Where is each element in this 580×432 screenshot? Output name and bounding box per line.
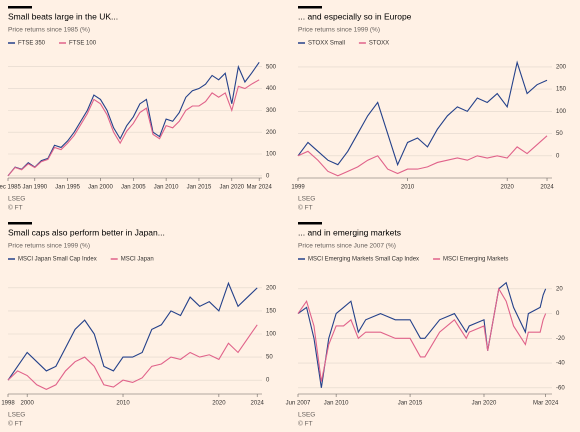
x-tick-label: 2010 <box>116 401 130 407</box>
y-tick-label: 0 <box>266 378 270 384</box>
chart-title: ... and in emerging markets <box>298 227 401 237</box>
legend-label: FTSE 100 <box>69 41 97 47</box>
y-tick-label: -60 <box>556 385 565 391</box>
copyright: © FT <box>8 204 23 212</box>
series-line <box>7 324 258 390</box>
x-tick-label: Jan 2020 <box>219 185 244 191</box>
chart-subtitle: Price returns since 1999 (%) <box>8 243 90 250</box>
y-tick-label: 100 <box>266 332 277 338</box>
x-tick-label: Jan 1990 <box>22 185 47 191</box>
legend-label: STOXX Small <box>308 41 345 47</box>
x-tick-label: 2020 <box>500 185 514 191</box>
series-line <box>7 62 260 177</box>
y-tick-label: 20 <box>556 286 563 292</box>
title-rule <box>8 222 32 225</box>
y-tick-label: 500 <box>266 64 277 70</box>
y-tick-label: -20 <box>556 336 565 342</box>
x-tick-label: Jan 2015 <box>187 185 212 191</box>
x-tick-label: Dec 1985 <box>0 185 22 191</box>
legend-label: FTSE 350 <box>18 41 46 47</box>
x-tick-label: Jan 2010 <box>154 185 179 191</box>
y-tick-label: 100 <box>266 152 277 158</box>
y-tick-label: 0 <box>556 153 560 159</box>
legend-label: MSCI Emerging Markets <box>443 257 508 263</box>
x-tick-label: 1999 <box>291 185 305 191</box>
source: LSEG <box>298 412 315 419</box>
series-line <box>297 60 548 167</box>
source: LSEG <box>8 412 25 419</box>
title-rule <box>8 6 32 9</box>
x-tick-label: 2024 <box>540 185 554 191</box>
x-tick-label: Mar 2024 <box>533 401 559 407</box>
series-line <box>297 135 548 177</box>
x-tick-label: Jan 1995 <box>55 185 80 191</box>
x-tick-label: 2020 <box>212 401 226 407</box>
y-tick-label: 150 <box>266 309 277 315</box>
x-tick-label: Mar 2024 <box>246 185 272 191</box>
x-tick-label: Jan 2010 <box>324 401 349 407</box>
y-tick-label: 200 <box>266 130 277 136</box>
x-tick-label: Jan 2005 <box>121 185 146 191</box>
y-tick-label: 100 <box>556 109 567 115</box>
legend-label: MSCI Japan Small Cap Index <box>18 257 97 263</box>
series-line <box>7 79 260 177</box>
series-line <box>7 281 258 381</box>
chart-title: Small caps also perform better in Japan.… <box>8 227 165 237</box>
x-tick-label: 2024 <box>251 401 265 407</box>
y-tick-label: 400 <box>266 86 277 92</box>
copyright: © FT <box>8 420 23 428</box>
y-tick-label: 150 <box>556 87 567 93</box>
source: LSEG <box>298 196 315 203</box>
chart-title: Small beats large in the UK... <box>8 11 118 21</box>
y-tick-label: 300 <box>266 108 277 114</box>
legend-label: MSCI Japan <box>121 257 154 263</box>
chart-title: ... and especially so in Europe <box>298 11 412 21</box>
x-tick-label: Jan 2015 <box>398 401 423 407</box>
y-tick-label: 50 <box>266 355 273 361</box>
x-tick-label: 2010 <box>401 185 415 191</box>
copyright: © FT <box>298 204 313 212</box>
chart-subtitle: Price returns since June 2007 (%) <box>298 243 396 250</box>
legend-label: STOXX <box>369 41 389 47</box>
y-tick-label: 0 <box>556 311 560 317</box>
x-tick-label: Jan 2020 <box>472 401 497 407</box>
y-tick-label: 50 <box>556 131 563 137</box>
source: LSEG <box>8 196 25 203</box>
title-rule <box>298 6 322 9</box>
chart-subtitle: Price returns since 1999 (%) <box>298 27 380 34</box>
title-rule <box>298 222 322 225</box>
x-tick-label: 2000 <box>20 401 34 407</box>
legend-label: MSCI Emerging Markets Small Cap Index <box>308 257 419 263</box>
x-tick-label: Jun 2007 <box>286 401 311 407</box>
y-tick-label: 0 <box>266 173 270 179</box>
y-tick-label: 200 <box>556 64 567 70</box>
copyright: © FT <box>298 420 313 428</box>
chart-subtitle: Price returns since 1985 (%) <box>8 27 90 34</box>
x-tick-label: Jan 2000 <box>88 185 113 191</box>
y-tick-label: -40 <box>556 361 565 367</box>
x-tick-label: 1998 <box>1 401 15 407</box>
series-line <box>297 281 547 388</box>
y-tick-label: 200 <box>266 285 277 291</box>
series-line <box>297 287 547 382</box>
